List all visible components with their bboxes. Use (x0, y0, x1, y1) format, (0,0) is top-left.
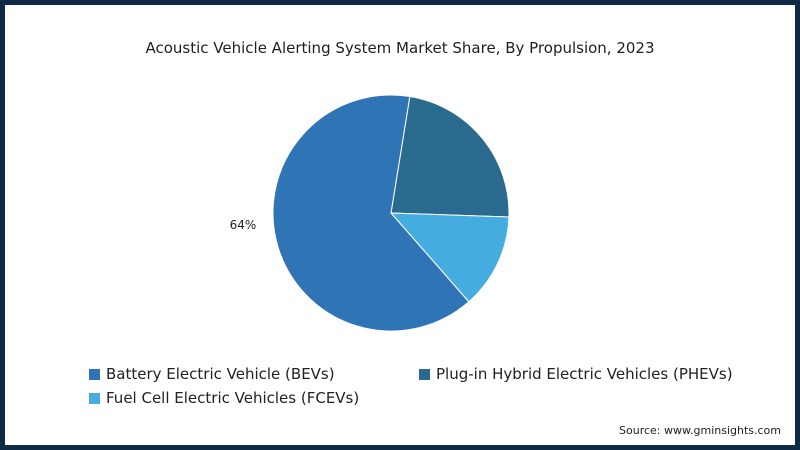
legend-item-fcevs: Fuel Cell Electric Vehicles (FCEVs) (89, 389, 359, 407)
legend-swatch-bevs (89, 368, 100, 380)
legend-item-phevs: Plug-in Hybrid Electric Vehicles (PHEVs) (419, 365, 733, 383)
source-note: Source: www.gminsights.com (619, 424, 781, 437)
pie-slice-fcevs (389, 212, 510, 303)
slice-label-bevs: 64% (230, 218, 257, 232)
pie-chart: 64% (230, 94, 510, 332)
pie-slice-bevs (272, 94, 470, 332)
legend-item-bevs: Battery Electric Vehicle (BEVs) (89, 365, 335, 383)
legend-swatch-fcevs (89, 392, 100, 404)
chart-title: Acoustic Vehicle Alerting System Market … (145, 39, 655, 57)
legend-swatch-phevs (419, 368, 430, 380)
legend-label-phevs: Plug-in Hybrid Electric Vehicles (PHEVs) (436, 365, 733, 383)
legend-label-fcevs: Fuel Cell Electric Vehicles (FCEVs) (106, 389, 360, 407)
legend-label-bevs: Battery Electric Vehicle (BEVs) (106, 365, 335, 383)
chart-frame: Acoustic Vehicle Alerting System Market … (5, 5, 795, 445)
pie-slice-phevs (390, 95, 510, 218)
